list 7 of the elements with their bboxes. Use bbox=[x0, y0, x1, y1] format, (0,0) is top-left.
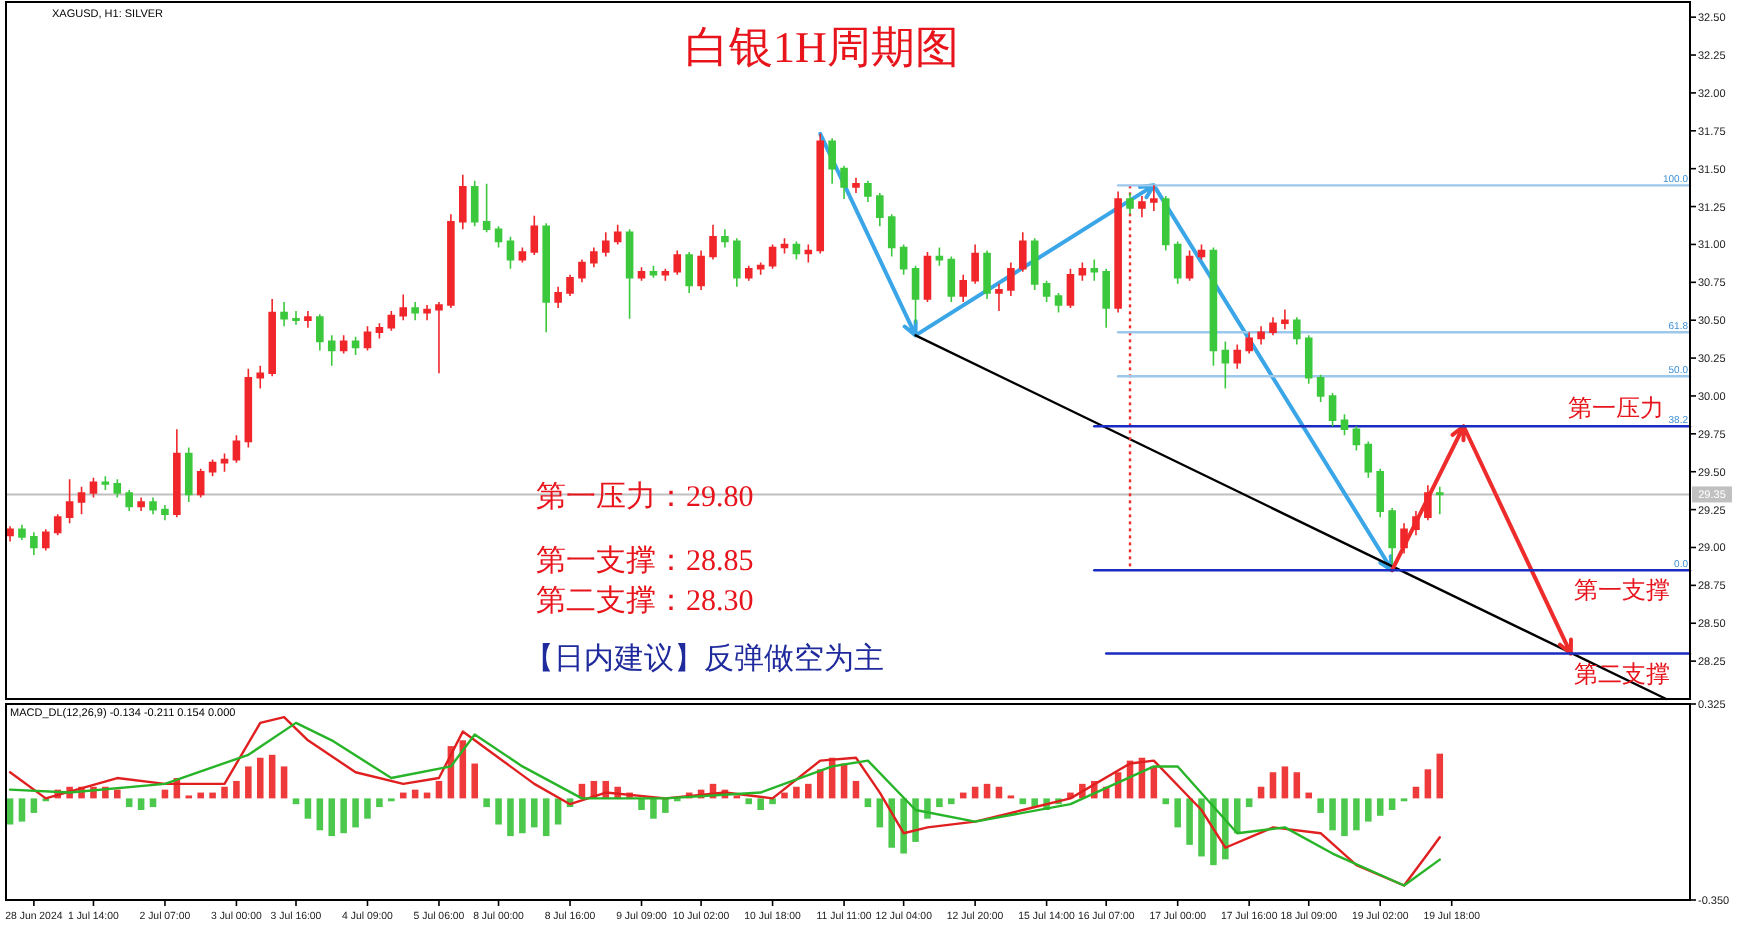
annotation: 第二支撑：28.30 bbox=[536, 584, 754, 618]
annotation: 第一支撑 bbox=[1574, 576, 1670, 604]
annotation: 第一支撑：28.85 bbox=[536, 544, 754, 578]
annotation: 【日内建议】反弹做空为主 bbox=[524, 642, 884, 676]
annotation: 第一压力 bbox=[1568, 394, 1664, 422]
annotation: 第一压力：29.80 bbox=[536, 480, 754, 514]
chart-title: 白银1H周期图 bbox=[685, 22, 959, 72]
